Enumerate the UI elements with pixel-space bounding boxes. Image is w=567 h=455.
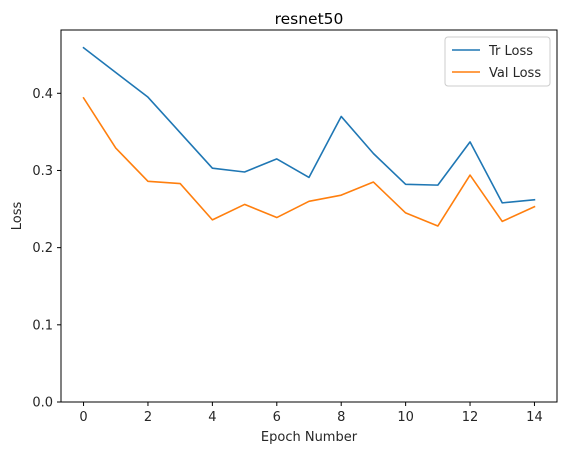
legend-label-tr-loss: Tr Loss — [488, 44, 533, 59]
x-tick-label: 10 — [397, 410, 414, 425]
x-tick-label: 4 — [208, 410, 216, 425]
x-tick-label: 14 — [526, 410, 543, 425]
chart-title: resnet50 — [275, 10, 344, 28]
legend-label-val-loss: Val Loss — [489, 66, 541, 81]
y-tick-label: 0.3 — [32, 164, 53, 179]
y-axis-label: Loss — [10, 202, 25, 231]
plot-area — [60, 29, 558, 403]
y-tick-label: 0.2 — [32, 241, 53, 256]
y-tick-label: 0.1 — [32, 318, 53, 333]
x-tick-label: 12 — [462, 410, 479, 425]
series-line-tr-loss — [82, 46, 536, 204]
x-tick-label: 8 — [337, 410, 345, 425]
series-lines — [82, 46, 536, 227]
x-tick-label: 6 — [273, 410, 281, 425]
legend: Tr Loss Val Loss — [444, 36, 551, 87]
y-axis-ticks: 0.0 0.1 0.2 0.3 0.4 — [32, 87, 61, 411]
y-tick-label: 0.0 — [32, 396, 53, 411]
x-axis-ticks: 0 2 4 6 8 10 12 14 — [79, 402, 543, 425]
x-tick-label: 0 — [79, 410, 87, 425]
plot-frame — [60, 29, 558, 403]
x-axis-label: Epoch Number — [261, 430, 358, 445]
series-line-val-loss — [82, 96, 536, 227]
x-tick-label: 2 — [144, 410, 152, 425]
y-tick-label: 0.4 — [32, 87, 53, 102]
